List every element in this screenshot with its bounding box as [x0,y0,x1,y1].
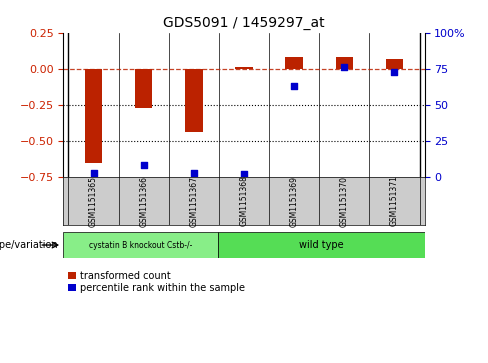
Text: GSM1151371: GSM1151371 [390,176,399,227]
Text: cystatin B knockout Cstb-/-: cystatin B knockout Cstb-/- [89,241,192,249]
Text: GSM1151369: GSM1151369 [290,176,299,227]
Bar [63,232,218,258]
Title: GDS5091 / 1459297_at: GDS5091 / 1459297_at [163,16,325,30]
Point [90,170,98,176]
Text: GSM1151366: GSM1151366 [139,176,148,227]
Legend: transformed count, percentile rank within the sample: transformed count, percentile rank withi… [68,271,245,293]
Point [290,83,298,89]
Text: GSM1151368: GSM1151368 [240,176,248,227]
Bar [285,57,303,69]
Bar [218,232,425,258]
Bar [185,69,203,132]
Point [390,69,398,74]
Point [190,170,198,176]
Text: GSM1151367: GSM1151367 [189,176,198,227]
Bar [235,67,253,69]
Bar [386,59,403,69]
Point [240,171,248,177]
Text: wild type: wild type [299,240,344,250]
Text: GSM1151370: GSM1151370 [340,176,349,227]
Point [140,163,147,168]
Bar [135,69,152,108]
Bar [85,69,102,163]
Bar [336,57,353,69]
Point [341,64,348,70]
Text: GSM1151365: GSM1151365 [89,176,98,227]
Text: genotype/variation: genotype/variation [0,240,59,250]
